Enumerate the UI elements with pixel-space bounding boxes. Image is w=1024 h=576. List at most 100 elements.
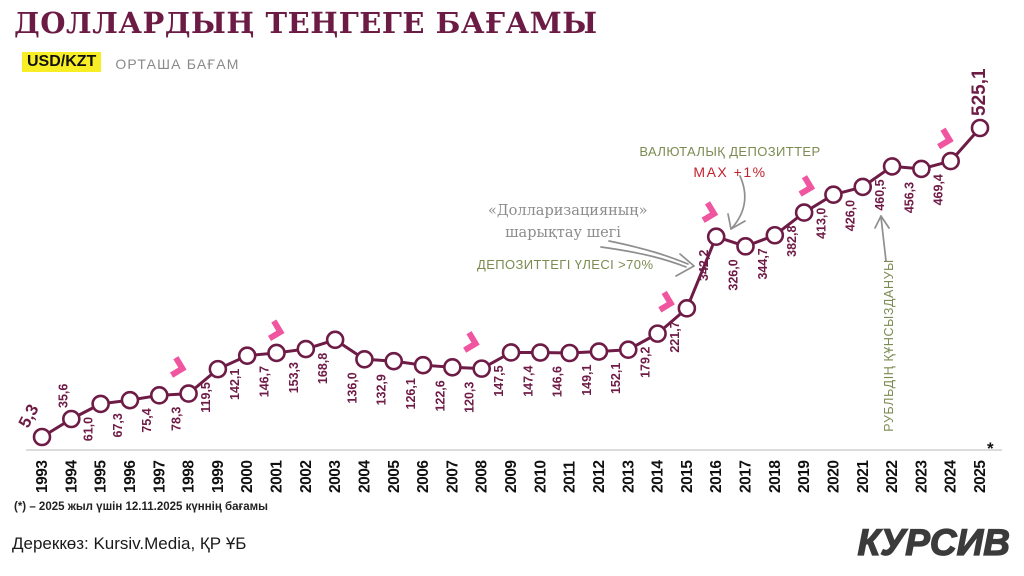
year-label-2015: 2015 — [679, 460, 696, 493]
year-label-2007: 2007 — [444, 461, 461, 493]
year-label-2002: 2002 — [298, 461, 315, 493]
year-label-2001: 2001 — [269, 460, 286, 493]
value-label-1993: 5,3 — [15, 401, 43, 431]
value-label-2020: 413,0 — [814, 208, 828, 239]
data-point-2008 — [472, 359, 491, 378]
value-label-2003: 168,8 — [316, 353, 330, 384]
data-point-2017 — [736, 237, 755, 256]
year-label-1995: 1995 — [93, 460, 110, 493]
year-label-1999: 1999 — [210, 460, 227, 493]
value-label-2019: 382,8 — [785, 226, 799, 257]
value-label-2001: 146,7 — [258, 366, 272, 397]
chevron-2024 — [937, 127, 954, 150]
annotation-arrow-ruble — [874, 215, 890, 262]
value-label-2016: 342,2 — [697, 250, 711, 281]
value-label-1995: 61,0 — [82, 417, 96, 441]
annotation-ruble-devaluation: РУБЛЬДІҢ ҚҰНСЫЗДАНУЫ — [882, 259, 897, 432]
annotation-fx-deposits-text: ВАЛЮТАЛЫҚ ДЕПОЗИТТЕР — [639, 144, 821, 159]
data-point-2006 — [413, 355, 433, 375]
chart-subtitle: ОРТАША БАҒАМ — [115, 55, 240, 72]
data-point-2003 — [325, 330, 345, 350]
year-label-2019: 2019 — [796, 460, 813, 493]
value-label-2014: 179,2 — [639, 347, 653, 378]
value-label-1994: 35,6 — [56, 384, 70, 408]
year-label-2000: 2000 — [239, 461, 256, 493]
value-label-1998: 78,3 — [170, 407, 184, 431]
year-label-2010: 2010 — [532, 461, 549, 493]
data-point-2011 — [560, 343, 579, 363]
value-label-1996: 67,3 — [111, 413, 125, 437]
year-label-2023: 2023 — [913, 460, 930, 493]
data-point-2016 — [706, 227, 726, 247]
data-point-2024 — [941, 151, 960, 171]
year-label-2011: 2011 — [562, 460, 579, 493]
footnote-asterisk: * — [987, 439, 994, 458]
value-label-2004: 136,0 — [345, 372, 359, 403]
data-point-1997 — [149, 386, 169, 405]
data-point-2013 — [618, 340, 638, 360]
year-label-2021: 2021 — [855, 460, 872, 493]
value-label-2017: 326,0 — [727, 259, 741, 290]
data-point-2007 — [443, 357, 462, 377]
value-label-2008: 120,3 — [463, 382, 477, 413]
data-point-2025 — [970, 118, 990, 138]
data-point-2015 — [677, 299, 697, 318]
chevron-2001 — [267, 319, 285, 342]
value-label-2018: 344,7 — [756, 248, 770, 279]
data-point-2019 — [794, 203, 814, 222]
data-point-1995 — [91, 394, 110, 414]
value-label-2009: 147,5 — [492, 365, 506, 396]
data-point-2012 — [589, 342, 609, 361]
chevron-1998 — [169, 356, 187, 378]
annotation-arrow-deposit-share — [600, 240, 695, 277]
year-label-2004: 2004 — [356, 460, 373, 493]
chevron-2015 — [658, 290, 675, 313]
data-point-1998 — [179, 384, 198, 403]
badge-row: USD/KZT ОРТАША БАҒАМ — [22, 52, 240, 72]
data-point-2022 — [882, 157, 902, 176]
value-label-2012: 149,1 — [580, 364, 594, 395]
chevron-2019 — [798, 175, 816, 197]
data-point-2001 — [267, 343, 286, 363]
value-label-2015: 221,7 — [668, 321, 682, 352]
value-label-2022: 460,5 — [873, 179, 887, 210]
value-label-1997: 75,4 — [140, 408, 154, 432]
value-label-2011: 146,6 — [551, 366, 565, 397]
header: ДОЛЛАРДЫҢ ТЕҢГЕГЕ БАҒАМЫ — [14, 6, 598, 40]
data-point-2005 — [384, 351, 404, 371]
annotation-deposit-share: ДЕПОЗИТТЕГІ ҮЛЕСІ >70% — [477, 257, 654, 272]
data-point-1994 — [62, 409, 81, 429]
year-label-2020: 2020 — [825, 461, 842, 493]
year-label-2009: 2009 — [503, 460, 520, 493]
data-point-2014 — [648, 324, 667, 343]
year-label-2024: 2024 — [943, 460, 960, 493]
annotation-max-rate-text: MAX +1% — [693, 163, 767, 180]
chevron-2008 — [463, 331, 480, 353]
data-point-2004 — [355, 350, 374, 369]
annotation-dollarization-line2: шарықтау шегі — [505, 224, 621, 241]
annotation-fx-deposits: ВАЛЮТАЛЫҚ ДЕПОЗИТТЕР MAX +1% — [615, 143, 845, 181]
data-point-2020 — [824, 185, 843, 204]
chart-footnote: (*) – 2025 жыл үшін 12.11.2025 күннің ба… — [14, 501, 268, 513]
year-label-2016: 2016 — [708, 460, 725, 493]
annotation-dollarization-line1: «Долларизацияның» — [488, 203, 648, 219]
value-label-2023: 456,3 — [902, 182, 916, 213]
value-label-2025: 525,1 — [969, 68, 990, 116]
value-label-2002: 153,3 — [287, 362, 301, 393]
year-label-1998: 1998 — [181, 460, 198, 493]
year-label-2017: 2017 — [738, 461, 755, 493]
kursiv-logo: КУРСИВ — [857, 521, 1011, 563]
year-label-2022: 2022 — [884, 461, 901, 493]
year-label-2005: 2005 — [386, 460, 403, 493]
value-label-2013: 152,1 — [609, 363, 623, 394]
year-label-2006: 2006 — [415, 460, 432, 493]
data-point-1996 — [120, 390, 140, 410]
data-point-2023 — [912, 159, 931, 179]
data-point-1993 — [32, 427, 52, 447]
annotation-dollarization: «Долларизацияның» шарықтау шегі — [488, 201, 648, 245]
value-label-1999: 119,5 — [199, 382, 213, 413]
value-label-2005: 132,9 — [375, 374, 389, 405]
year-label-2008: 2008 — [474, 460, 491, 493]
page-title: ДОЛЛАРДЫҢ ТЕҢГЕГЕ БАҒАМЫ — [14, 6, 598, 40]
